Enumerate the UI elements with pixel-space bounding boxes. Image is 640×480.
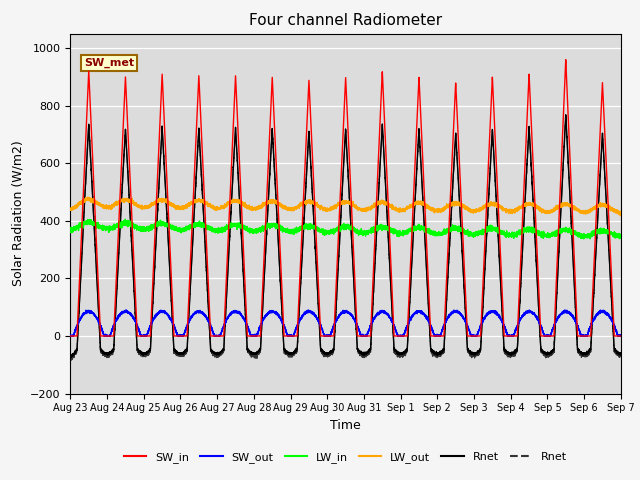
X-axis label: Time: Time bbox=[330, 419, 361, 432]
Text: SW_met: SW_met bbox=[84, 58, 134, 68]
Y-axis label: Solar Radiation (W/m2): Solar Radiation (W/m2) bbox=[12, 141, 24, 287]
Title: Four channel Radiometer: Four channel Radiometer bbox=[249, 13, 442, 28]
Legend: SW_in, SW_out, LW_in, LW_out, Rnet, Rnet: SW_in, SW_out, LW_in, LW_out, Rnet, Rnet bbox=[120, 447, 572, 467]
